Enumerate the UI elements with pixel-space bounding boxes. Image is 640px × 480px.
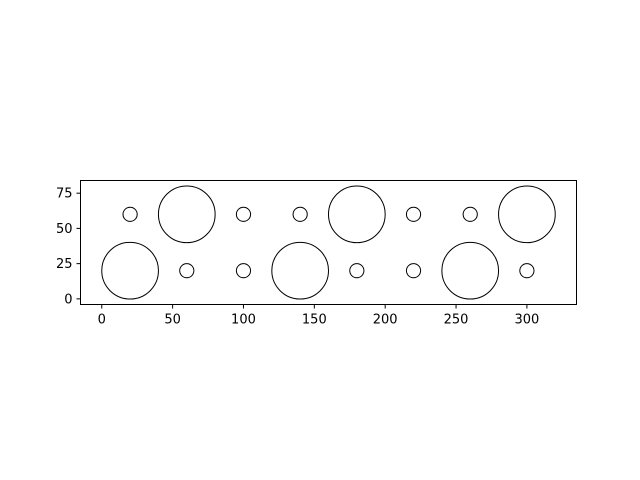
y-tick-label: 75 — [56, 187, 73, 202]
circle-mark — [328, 185, 386, 244]
circle-mark — [349, 263, 365, 279]
circle-mark — [235, 263, 252, 279]
circle-mark — [271, 241, 329, 300]
circle-mark — [519, 263, 535, 279]
circle-mark — [101, 241, 159, 300]
circle-mark — [179, 263, 195, 279]
y-tick-label: 0 — [64, 292, 72, 307]
x-tick-label: 0 — [98, 313, 106, 328]
axes-frame — [80, 180, 577, 305]
x-tick-label: 250 — [444, 313, 469, 328]
x-tick-label: 150 — [302, 313, 327, 328]
y-tick-label: 25 — [56, 257, 73, 272]
x-axis: 0 50 100 150 200 250 300 — [98, 304, 539, 328]
circle-mark — [498, 185, 556, 244]
circle-mark — [122, 206, 138, 222]
circle-mark — [441, 241, 500, 300]
plot-area — [101, 185, 556, 300]
circle-mark — [157, 185, 216, 244]
circle-mark — [405, 263, 422, 279]
x-tick-label: 200 — [373, 313, 398, 328]
circle-mark — [405, 206, 422, 222]
x-tick-label: 300 — [514, 313, 539, 328]
circle-mark — [462, 206, 478, 222]
x-tick-label: 100 — [231, 313, 256, 328]
y-axis: 0 25 50 75 — [56, 187, 81, 307]
circle-mark — [292, 206, 308, 222]
x-tick-label: 50 — [164, 313, 181, 328]
circle-mark — [235, 206, 252, 222]
y-tick-label: 50 — [56, 222, 73, 237]
